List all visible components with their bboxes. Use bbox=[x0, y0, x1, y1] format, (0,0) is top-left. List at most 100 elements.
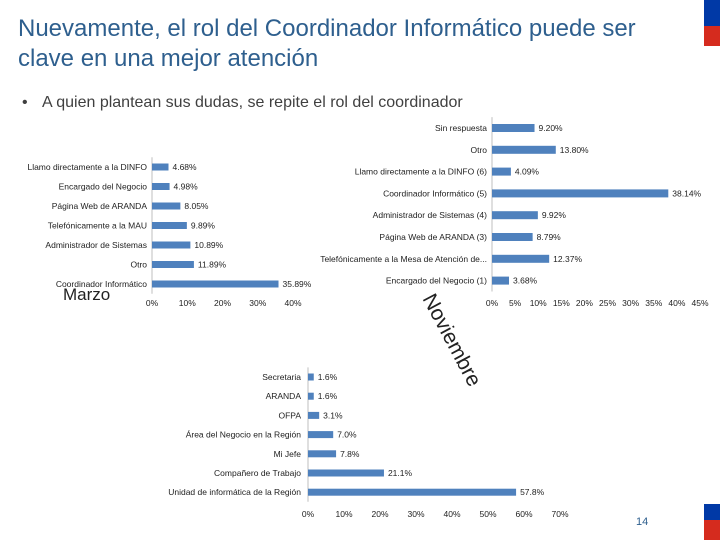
tercero-bar bbox=[308, 450, 337, 458]
tercero-value-label: 57.8% bbox=[520, 487, 545, 497]
marzo-category-label: Administrador de Sistemas bbox=[45, 240, 147, 250]
flag-red-bottom bbox=[704, 520, 720, 540]
marzo-tick-label: 0% bbox=[146, 298, 159, 308]
noviembre-category-label: Encargado del Negocio (1) bbox=[386, 276, 487, 286]
marzo-tick-label: 10% bbox=[179, 298, 196, 308]
bullet-text: • A quien plantean sus dudas, se repite e… bbox=[22, 94, 463, 112]
flag-blue-top bbox=[704, 0, 720, 26]
page-number: 14 bbox=[636, 516, 649, 528]
marzo-bar bbox=[152, 280, 279, 288]
tercero-value-label: 1.6% bbox=[318, 372, 338, 382]
tercero-tick-label: 30% bbox=[407, 509, 424, 519]
marzo-tick-label: 40% bbox=[284, 298, 301, 308]
marzo-value-label: 8.05% bbox=[184, 201, 209, 211]
marzo-value-label: 10.89% bbox=[194, 240, 223, 250]
tercero-value-label: 21.1% bbox=[388, 468, 413, 478]
marzo-category-label: Telefónicamente a la MAU bbox=[48, 221, 147, 231]
noviembre-bar bbox=[492, 254, 550, 263]
page-title: Nuevamente, el rol del Coordinador Infor… bbox=[18, 15, 636, 72]
noviembre-value-label: 4.09% bbox=[515, 167, 540, 177]
marzo-category-label: Coordinador Informático bbox=[56, 279, 147, 289]
marzo-value-label: 4.98% bbox=[174, 182, 199, 192]
noviembre-tick-label: 30% bbox=[622, 298, 639, 308]
noviembre-value-label: 8.79% bbox=[537, 232, 562, 242]
noviembre-tick-label: 40% bbox=[668, 298, 685, 308]
marzo-category-label: Encargado del Negocio bbox=[59, 182, 148, 192]
flag-red-top bbox=[704, 26, 720, 46]
marzo-tick-label: 20% bbox=[214, 298, 231, 308]
chart-marzo-title: Marzo bbox=[63, 285, 111, 304]
tercero-tick-label: 60% bbox=[515, 509, 532, 519]
noviembre-value-label: 9.20% bbox=[539, 123, 564, 133]
noviembre-value-label: 13.80% bbox=[560, 145, 589, 155]
tercero-bar bbox=[308, 431, 334, 439]
tercero-value-label: 7.8% bbox=[340, 449, 360, 459]
noviembre-tick-label: 25% bbox=[599, 298, 616, 308]
noviembre-tick-label: 10% bbox=[530, 298, 547, 308]
noviembre-bar bbox=[492, 233, 533, 241]
tercero-value-label: 7.0% bbox=[337, 430, 357, 440]
noviembre-tick-label: 20% bbox=[576, 298, 593, 308]
noviembre-bar bbox=[492, 145, 556, 154]
noviembre-category-label: Página Web de ARANDA (3) bbox=[379, 232, 487, 242]
tercero-tick-label: 50% bbox=[479, 509, 496, 519]
noviembre-value-label: 3.68% bbox=[513, 276, 538, 286]
noviembre-tick-label: 5% bbox=[509, 298, 522, 308]
flag-stripe bbox=[704, 0, 720, 540]
marzo-category-label: Página Web de ARANDA bbox=[52, 201, 148, 211]
marzo-value-label: 11.89% bbox=[198, 260, 227, 270]
tercero-category-label: OFPA bbox=[278, 410, 301, 420]
tercero-category-label: Compañero de Trabajo bbox=[214, 468, 301, 478]
noviembre-category-label: Telefónicamente a la Mesa de Atención de… bbox=[320, 254, 487, 264]
tercero-category-label: Área del Negocio en la Región bbox=[186, 430, 302, 440]
marzo-tick-label: 30% bbox=[249, 298, 266, 308]
tercero-category-label: ARANDA bbox=[266, 391, 302, 401]
noviembre-bar bbox=[492, 211, 538, 220]
tercero-bar bbox=[308, 411, 320, 419]
noviembre-category-label: Llamo directamente a la DINFO (6) bbox=[355, 167, 487, 177]
marzo-bar bbox=[152, 163, 169, 171]
marzo-bar bbox=[152, 202, 181, 210]
tercero-bar bbox=[308, 469, 384, 477]
noviembre-value-label: 12.37% bbox=[553, 254, 582, 264]
tercero-tick-label: 0% bbox=[302, 509, 315, 519]
noviembre-value-label: 38.14% bbox=[672, 188, 701, 198]
tercero-category-label: Secretaria bbox=[262, 372, 301, 382]
tercero-value-label: 1.6% bbox=[318, 391, 338, 401]
noviembre-tick-label: 0% bbox=[486, 298, 499, 308]
bullet-label: A quien plantean sus dudas, se repite el… bbox=[42, 94, 463, 111]
tercero-bar bbox=[308, 373, 314, 381]
noviembre-tick-label: 45% bbox=[691, 298, 708, 308]
noviembre-tick-label: 15% bbox=[553, 298, 570, 308]
marzo-value-label: 4.68% bbox=[172, 162, 197, 172]
marzo-category-label: Llamo directamente a la DINFO bbox=[27, 162, 147, 172]
noviembre-category-label: Otro bbox=[470, 145, 487, 155]
noviembre-tick-label: 35% bbox=[645, 298, 662, 308]
tercero-tick-label: 40% bbox=[443, 509, 460, 519]
noviembre-bar bbox=[492, 189, 669, 198]
noviembre-bar bbox=[492, 167, 511, 176]
marzo-bar bbox=[152, 241, 191, 249]
marzo-category-label: Otro bbox=[130, 260, 147, 270]
flag-blue-bottom bbox=[704, 504, 720, 520]
noviembre-bar bbox=[492, 124, 535, 132]
noviembre-category-label: Coordinador Informático (5) bbox=[383, 188, 487, 198]
tercero-category-label: Unidad de informática de la Región bbox=[168, 487, 301, 497]
tercero-tick-label: 70% bbox=[551, 509, 568, 519]
tercero-tick-label: 10% bbox=[335, 509, 352, 519]
noviembre-bar bbox=[492, 276, 510, 285]
marzo-bar bbox=[152, 183, 170, 190]
tercero-bar bbox=[308, 488, 517, 496]
noviembre-value-label: 9.92% bbox=[542, 210, 567, 220]
tercero-category-label: Mi Jefe bbox=[274, 449, 302, 459]
marzo-value-label: 9.89% bbox=[191, 221, 216, 231]
tercero-tick-label: 20% bbox=[371, 509, 388, 519]
tercero-bar bbox=[308, 392, 314, 400]
noviembre-category-label: Administrador de Sistemas (4) bbox=[373, 210, 487, 220]
tercero-value-label: 3.1% bbox=[323, 410, 343, 420]
marzo-bar bbox=[152, 222, 187, 229]
bullet-icon: • bbox=[22, 94, 28, 111]
noviembre-category-label: Sin respuesta bbox=[435, 123, 487, 133]
marzo-bar bbox=[152, 261, 194, 268]
